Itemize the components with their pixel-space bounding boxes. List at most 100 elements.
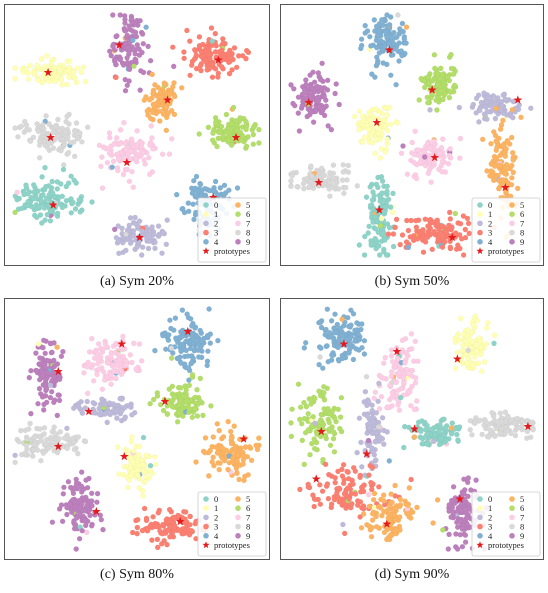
scatter-point — [354, 183, 361, 189]
prototype-star-class-1 — [119, 451, 129, 461]
scatter-point — [75, 65, 81, 71]
scatter-point — [500, 92, 506, 98]
scatter-point — [165, 337, 172, 343]
legend-marker-3 — [477, 229, 483, 236]
scatter-point — [71, 153, 78, 160]
scatter-point — [150, 396, 157, 403]
scatter-point — [411, 434, 418, 440]
scatter-point — [89, 335, 95, 342]
scatter-point — [146, 154, 152, 161]
prototype-star-class-3 — [175, 516, 185, 526]
scatter-point — [496, 135, 502, 142]
scatter-point — [457, 315, 464, 322]
scatter-point — [164, 411, 171, 418]
scatter-point — [393, 527, 399, 533]
scatter-point — [411, 406, 418, 413]
scatter-point — [389, 499, 395, 506]
scatter-point — [50, 145, 57, 151]
scatter-point — [128, 16, 135, 22]
scatter-point — [110, 401, 116, 407]
scatter-point — [183, 398, 190, 405]
scatter-point — [163, 346, 169, 352]
scatter-point — [30, 447, 37, 453]
scatter-point — [47, 74, 54, 80]
scatter-point — [297, 486, 303, 493]
legend-label-0: 0 — [214, 494, 218, 504]
scatter-point — [378, 393, 385, 400]
scatter-point — [448, 51, 454, 58]
scatter-point — [51, 363, 58, 370]
prototype-star-class-4 — [384, 45, 394, 54]
legend-marker-3 — [203, 523, 209, 530]
scatter-point — [113, 340, 119, 347]
legend-label-0: 0 — [488, 200, 492, 210]
scatter-point — [230, 104, 237, 111]
scatter-point — [42, 350, 48, 357]
scatter-point — [187, 72, 193, 79]
scatter-point — [351, 113, 358, 120]
scatter-point — [175, 527, 182, 534]
scatter-point — [138, 252, 145, 258]
scatter-point — [98, 163, 104, 170]
scatter-point — [470, 322, 476, 328]
scatter-point — [413, 224, 420, 230]
scatter-point — [413, 217, 419, 224]
scatter-point — [28, 410, 34, 417]
scatter-point — [75, 450, 81, 457]
scatter-point — [429, 246, 436, 253]
cluster-class-1 — [452, 313, 498, 374]
scatter-point — [391, 29, 397, 36]
scatter-point — [250, 124, 257, 131]
scatter-point — [56, 397, 63, 404]
scatter-point — [368, 533, 375, 540]
scatter-point — [141, 505, 148, 512]
scatter-point — [150, 90, 156, 97]
legend-label-4: 4 — [214, 237, 219, 247]
scatter-point — [518, 114, 524, 121]
scatter-point — [243, 55, 249, 62]
prototype-star-class-9 — [455, 494, 465, 503]
scatter-point — [462, 539, 469, 545]
scatter-point — [81, 370, 87, 376]
scatter-point — [350, 464, 357, 471]
cluster-class-7 — [81, 333, 145, 397]
scatter-point — [432, 65, 438, 72]
scatter-point — [362, 388, 369, 395]
scatter-point — [356, 108, 363, 114]
legend-label-8: 8 — [520, 228, 524, 238]
prototype-star-class-6 — [316, 426, 326, 436]
scatter-point — [185, 200, 192, 206]
scatter-point — [386, 224, 393, 231]
scatter-point — [377, 136, 383, 143]
scatter-point — [309, 440, 315, 447]
scatter-point — [242, 444, 249, 450]
scatter-point — [134, 244, 140, 250]
scatter-point — [139, 457, 146, 464]
scatter-point — [399, 337, 406, 344]
scatter-point — [321, 94, 327, 100]
scatter-point — [330, 175, 336, 182]
scatter-point — [439, 168, 445, 175]
scatter-point — [370, 496, 377, 503]
scatter-point — [305, 427, 312, 433]
scatter-point — [46, 121, 52, 127]
scatter-point — [108, 372, 114, 378]
scatter-point — [184, 27, 190, 34]
scatter-point — [51, 399, 57, 406]
legend-marker-0 — [203, 496, 209, 502]
scatter-point — [15, 134, 21, 140]
scatter-point — [117, 140, 124, 147]
scatter-point — [458, 507, 464, 514]
scatter-point — [101, 144, 108, 151]
scatter-point — [308, 163, 314, 169]
scatter-point — [433, 97, 439, 103]
scatter-point — [55, 116, 61, 123]
legend-label-3: 3 — [214, 522, 218, 532]
scatter-point — [406, 424, 412, 431]
scatter-point — [55, 392, 61, 398]
scatter-point — [497, 126, 504, 132]
scatter-point — [459, 526, 466, 532]
scatter-point — [73, 480, 80, 487]
scatter-point — [393, 379, 399, 386]
scatter-point — [116, 471, 122, 477]
